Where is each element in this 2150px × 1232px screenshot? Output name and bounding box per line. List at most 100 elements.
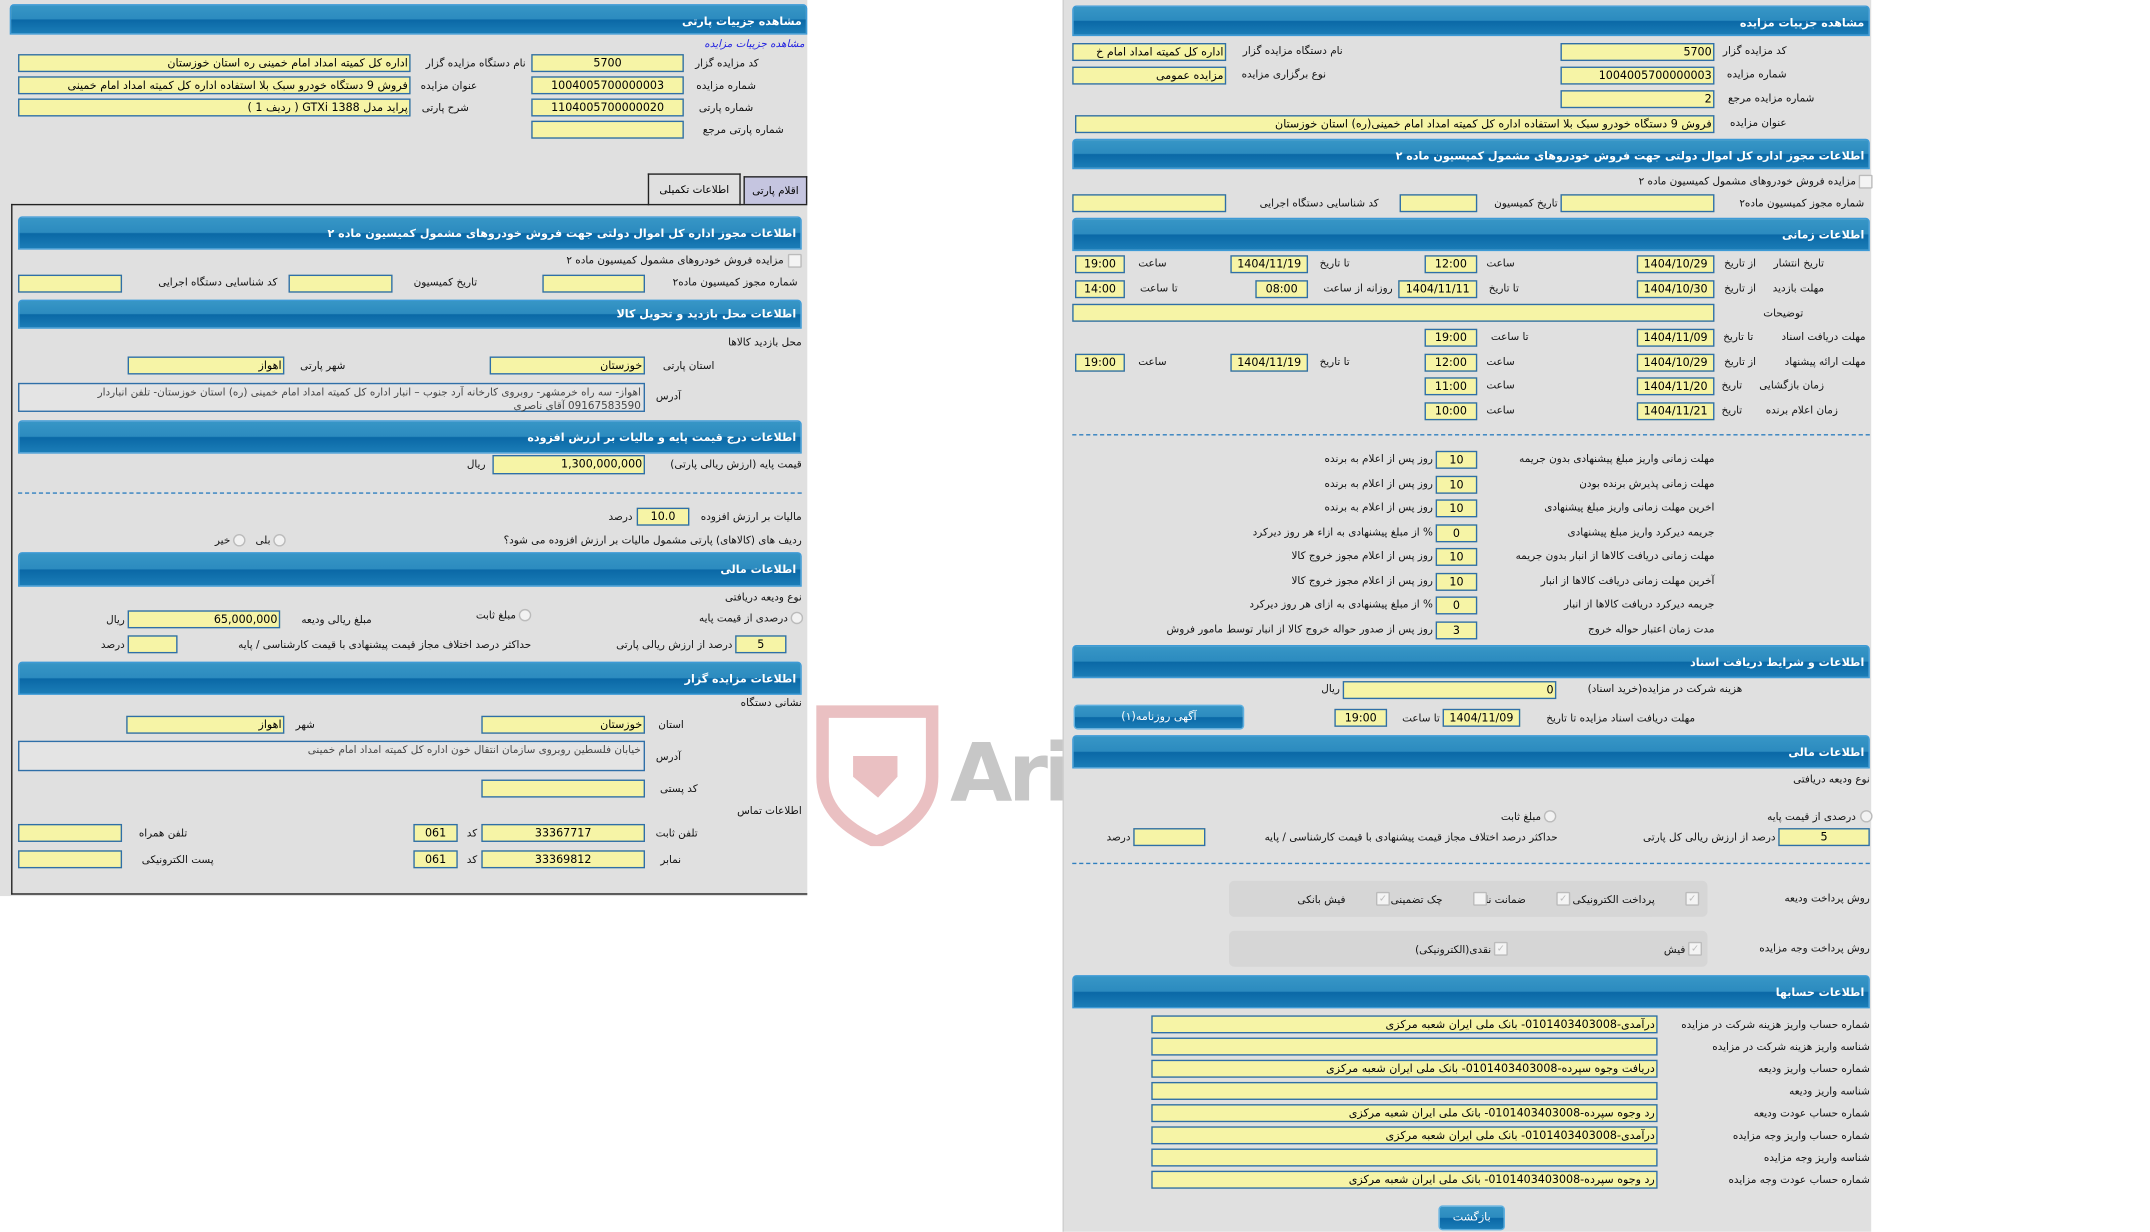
term-label: اخرین مهلت زمانی واریز مبلغ پیشنهادی — [1544, 500, 1715, 514]
account-field[interactable]: درآمدی-0101403403008- بانک ملی ایران شعب… — [1151, 1015, 1658, 1034]
fax-code-field[interactable]: 061 — [413, 850, 458, 869]
commission-date-field[interactable] — [1399, 194, 1478, 213]
offer-to-time[interactable]: 19:00 — [1075, 353, 1125, 372]
mobile-field[interactable] — [18, 823, 123, 842]
deposit-amount-field[interactable]: 65,000,000 — [127, 610, 281, 629]
checked-checkbox[interactable]: ✓ — [1688, 941, 1702, 956]
ref-lot-field[interactable] — [531, 120, 684, 139]
commission-checkbox[interactable] — [787, 253, 802, 268]
email-field[interactable] — [18, 850, 123, 869]
visit-header: اطلاعات محل بازدید و تحویل کالا — [18, 299, 802, 329]
account-field[interactable] — [1151, 1081, 1658, 1100]
visit-daily-to[interactable]: 14:00 — [1075, 280, 1125, 299]
opening-date[interactable]: 1404/11/20 — [1636, 377, 1715, 396]
commission-date-field[interactable] — [288, 274, 393, 293]
checked-checkbox[interactable]: ✓ — [1556, 891, 1571, 906]
fax-field[interactable]: 33369812 — [481, 850, 646, 869]
account-field[interactable]: دریافت وجوه سپرده-0101403403008- بانک مل… — [1151, 1059, 1658, 1078]
auction-type-field[interactable]: مزایده عمومی — [1072, 66, 1227, 85]
base-price-field[interactable]: 1,300,000,000 — [492, 454, 646, 475]
term-value-field[interactable]: 10 — [1435, 475, 1478, 494]
fixed-amount-radio[interactable] — [1543, 810, 1557, 823]
checked-checkbox[interactable]: ✓ — [1493, 941, 1508, 956]
auction-title-field[interactable]: فروش 9 دستگاه خودرو سبک بلا استفاده ادار… — [1075, 115, 1715, 134]
permit-number-field[interactable] — [1560, 194, 1715, 213]
lot-province-field[interactable]: خوزستان — [489, 356, 646, 375]
term-value-field[interactable]: 0 — [1435, 596, 1478, 615]
publish-from-time[interactable]: 12:00 — [1424, 255, 1478, 274]
visit-from-date[interactable]: 1404/10/30 — [1636, 280, 1715, 299]
tab-lot-items[interactable]: اقلام پارتی — [743, 176, 808, 204]
participation-fee-field[interactable]: 0 — [1342, 681, 1557, 700]
account-field[interactable] — [1151, 1148, 1658, 1167]
organizer-code-field[interactable]: 5700 — [531, 54, 684, 73]
deposit-percent-field[interactable]: 5 — [1778, 828, 1870, 847]
visit-daily-from[interactable]: 08:00 — [1255, 280, 1309, 299]
lot-city-field[interactable]: اهواز — [127, 356, 285, 375]
auction-number-field[interactable]: 1004005700000003 — [1560, 66, 1715, 85]
vat-yes-radio[interactable] — [273, 534, 286, 547]
ref-number-field[interactable]: 2 — [1560, 90, 1715, 109]
tab-supplementary-info[interactable]: اطلاعات تکمیلی — [647, 173, 741, 206]
offer-from-date[interactable]: 1404/10/29 — [1636, 353, 1715, 372]
max-diff-field[interactable] — [127, 635, 178, 654]
permit-number-field[interactable] — [542, 274, 646, 293]
phone-field[interactable]: 33367717 — [481, 823, 646, 842]
checked-checkbox[interactable]: ✓ — [1376, 891, 1390, 906]
divider — [1072, 862, 1870, 865]
term-value-field[interactable]: 3 — [1435, 621, 1478, 640]
offer-to-date[interactable]: 1404/11/19 — [1230, 353, 1309, 372]
publish-to-time[interactable]: 19:00 — [1075, 255, 1125, 274]
offer-from-time[interactable]: 12:00 — [1424, 353, 1478, 372]
deposit-percent-field[interactable]: 5 — [735, 635, 787, 654]
term-value-field[interactable]: 10 — [1435, 499, 1478, 518]
max-diff-field[interactable] — [1133, 828, 1206, 847]
org-province-field[interactable]: خوزستان — [481, 715, 646, 734]
account-field[interactable]: رد وجوه سپرده-0101403403008- بانک ملی ای… — [1151, 1170, 1658, 1189]
checked-checkbox[interactable]: ✓ — [1685, 891, 1700, 906]
auction-number-field[interactable]: 1004005700000003 — [531, 76, 684, 95]
auction-details-link[interactable]: مشاهده جزییات مزایده — [704, 37, 805, 50]
docs-to-date[interactable]: 1404/11/09 — [1636, 328, 1715, 347]
term-label: جریمه دیرکرد واریز مبلغ پیشنهادی — [1567, 525, 1715, 539]
exec-id-field[interactable] — [1072, 194, 1227, 213]
postal-code-field[interactable] — [481, 779, 646, 798]
pct-base-radio[interactable] — [1860, 810, 1873, 823]
notes-field[interactable] — [1072, 303, 1715, 322]
publish-to-date[interactable]: 1404/11/19 — [1230, 255, 1309, 274]
phone-code-field[interactable]: 061 — [413, 823, 458, 842]
organizer-code-field[interactable]: 5700 — [1560, 43, 1715, 62]
org-address-field[interactable]: خیابان فلسطین روبروی سازمان انتقال خون ا… — [18, 740, 646, 772]
term-value-field[interactable]: 10 — [1435, 547, 1478, 566]
org-name-field[interactable]: اداره کل کمیته امداد امام خ — [1072, 43, 1227, 62]
lot-number-field[interactable]: 1104005700000020 — [531, 98, 684, 117]
term-value-field[interactable]: 10 — [1435, 572, 1478, 591]
label: حداکثر درصد اختلاف مجاز قیمت پیشنهادی با… — [1264, 830, 1558, 844]
org-city-field[interactable]: اهواز — [126, 715, 285, 734]
account-field[interactable]: رد وجوه سپرده-0101403403008- بانک ملی ای… — [1151, 1104, 1658, 1123]
lot-address-field[interactable]: اهواز- سه راه خرمشهر- روبروی کارخانه آرد… — [18, 382, 646, 412]
visit-to-date[interactable]: 1404/11/11 — [1398, 280, 1478, 299]
winner-date[interactable]: 1404/11/21 — [1636, 402, 1715, 421]
checkbox[interactable] — [1473, 891, 1487, 906]
exec-id-field[interactable] — [18, 274, 123, 293]
commission-checkbox[interactable] — [1858, 174, 1873, 189]
docs-to-time[interactable]: 19:00 — [1424, 328, 1478, 347]
pct-base-radio[interactable] — [790, 611, 804, 625]
fixed-amount-radio[interactable] — [518, 608, 532, 622]
vat-field[interactable]: 10.0 — [636, 507, 690, 526]
account-field[interactable]: درآمدی-0101403403008- بانک ملی ایران شعب… — [1151, 1126, 1658, 1145]
docs-deadline-date[interactable]: 1404/11/09 — [1442, 708, 1521, 727]
docs-deadline-time[interactable]: 19:00 — [1334, 708, 1388, 727]
auction-title-field[interactable]: فروش 9 دستگاه خودرو سبک بلا استفاده ادار… — [18, 76, 411, 95]
account-field[interactable] — [1151, 1037, 1658, 1056]
vat-no-radio[interactable] — [233, 534, 246, 547]
lot-description-field[interactable]: پراید مدل GTXi 1388 ( ردیف 1 ) — [18, 98, 411, 117]
opening-time[interactable]: 11:00 — [1424, 377, 1478, 396]
term-value-field[interactable]: 10 — [1435, 450, 1478, 469]
winner-time[interactable]: 10:00 — [1424, 402, 1478, 421]
newspaper-ad-button[interactable]: آگهی روزنامه(۱) — [1073, 704, 1245, 730]
org-name-field[interactable]: اداره کل کمیته امداد امام خمینی ره استان… — [18, 54, 411, 73]
publish-from-date[interactable]: 1404/10/29 — [1636, 255, 1715, 274]
term-value-field[interactable]: 0 — [1435, 524, 1478, 543]
